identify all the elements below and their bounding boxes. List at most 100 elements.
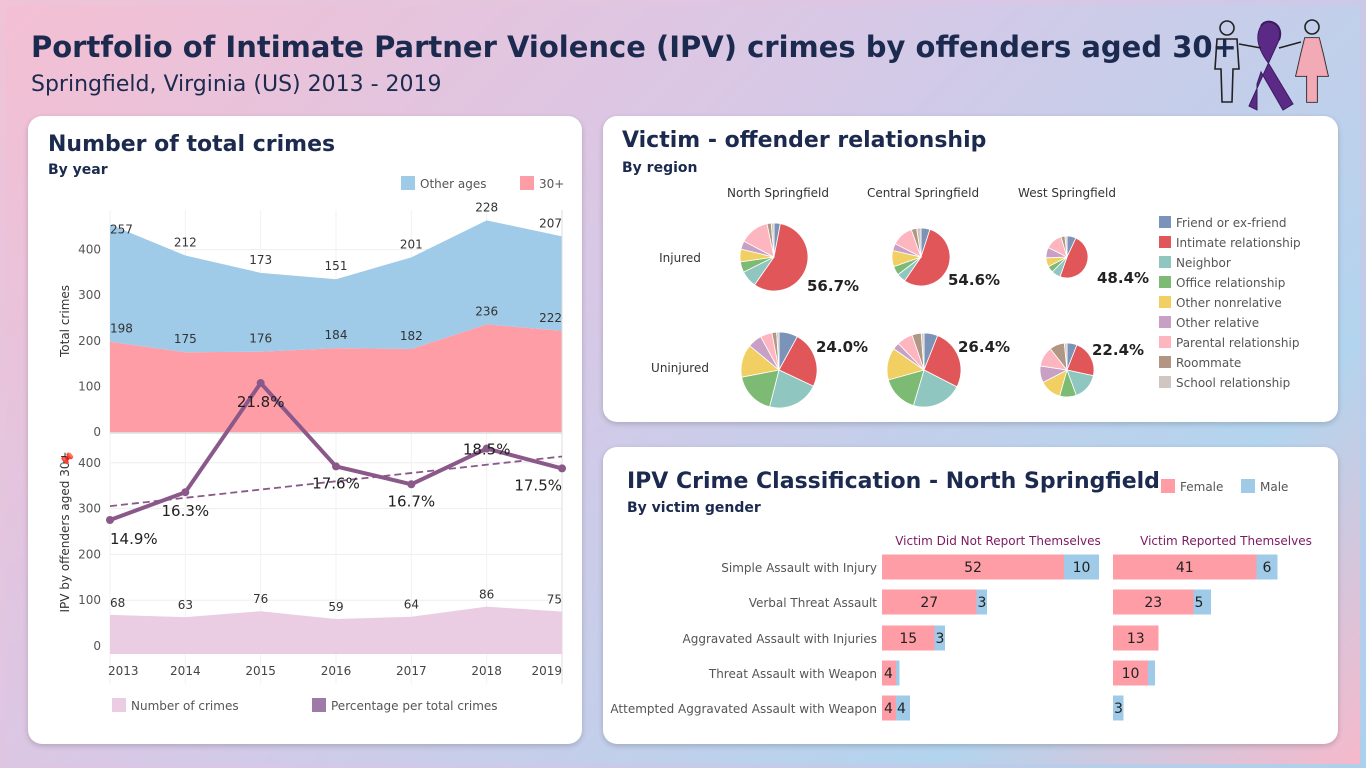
bar-label-male: 3 xyxy=(1114,701,1123,717)
pie-slice xyxy=(776,331,780,371)
legend-label: School relationship xyxy=(1176,376,1290,390)
row-header: Injured xyxy=(659,251,701,265)
data-label-other-ages: 173 xyxy=(249,253,272,267)
y-axis-title-total: Total crimes xyxy=(58,285,72,358)
ipv-awareness-ribbon-icon xyxy=(1214,19,1330,111)
data-label-other-ages: 151 xyxy=(325,259,348,273)
legend-label: Male xyxy=(1260,480,1288,494)
legend-swatch-other-ages xyxy=(401,176,415,190)
bar-label-female: 13 xyxy=(1127,631,1145,647)
data-label-number-of-crimes: 76 xyxy=(253,592,268,606)
data-label-30plus: 182 xyxy=(400,329,423,343)
bar-label-female: 4 xyxy=(884,666,893,682)
x-tick-label: 2018 xyxy=(471,664,502,678)
legend-label: Friend or ex-friend xyxy=(1176,216,1287,230)
total-crimes-subtitle: By year xyxy=(48,162,108,178)
bar-female xyxy=(1113,625,1159,651)
y-tick-label: 300 xyxy=(78,502,101,516)
column-header: Victim Reported Themselves xyxy=(1140,534,1312,548)
y-tick-label: 100 xyxy=(78,379,101,393)
data-label-other-ages: 207 xyxy=(539,216,562,230)
pie-slice xyxy=(778,336,818,387)
relationship-panel: Victim - offender relationship By region… xyxy=(603,116,1338,422)
data-label-30plus: 198 xyxy=(110,322,133,336)
pie-slice xyxy=(769,369,814,409)
bar-label-female: 15 xyxy=(899,631,917,647)
data-label-30plus: 184 xyxy=(325,328,348,342)
data-label-number-of-crimes: 75 xyxy=(547,593,562,607)
classification-subtitle: By victim gender xyxy=(627,500,761,516)
bar-label-male: 6 xyxy=(1263,560,1272,576)
pie-slice xyxy=(912,369,958,408)
region-header: West Springfield xyxy=(1018,186,1116,200)
data-label-30plus: 175 xyxy=(174,332,197,346)
category-label: Aggravated Assault with Injuries xyxy=(683,632,878,646)
bar-label-male: 5 xyxy=(1195,595,1204,611)
legend-swatch-male xyxy=(1241,479,1255,493)
pie-slice xyxy=(920,332,925,371)
pie-slice xyxy=(923,335,962,388)
x-tick-label: 2016 xyxy=(321,664,352,678)
legend-label: Female xyxy=(1180,480,1223,494)
y-tick-label: 400 xyxy=(78,456,101,470)
point-percentage xyxy=(482,444,491,453)
legend-swatch xyxy=(1159,236,1171,248)
pin-icon: 📌 xyxy=(58,451,74,468)
data-label-other-ages: 228 xyxy=(475,200,498,214)
legend-swatch xyxy=(1159,316,1171,328)
bar-male xyxy=(934,625,945,651)
data-label-percentage: 16.3% xyxy=(162,502,210,520)
point-percentage xyxy=(332,462,340,471)
data-label-number-of-crimes: 64 xyxy=(404,598,419,612)
legend-swatch xyxy=(1159,276,1171,288)
bar-male xyxy=(1193,589,1211,615)
column-header: Victim Did Not Report Themselves xyxy=(895,534,1101,548)
bar-male xyxy=(1064,554,1099,580)
y-tick-label: 300 xyxy=(78,288,101,302)
category-label: Threat Assault with Weapon xyxy=(708,667,877,681)
data-label-percentage: 21.8% xyxy=(237,393,285,411)
pie-label: 54.6% xyxy=(948,271,1000,289)
bar-male xyxy=(1113,695,1124,721)
data-label-30plus: 222 xyxy=(539,311,562,325)
total-crimes-panel: Number of total crimes By year Other age… xyxy=(28,116,582,744)
bar-female xyxy=(882,589,977,615)
legend-swatch xyxy=(1159,356,1171,368)
data-label-number-of-crimes: 59 xyxy=(328,600,343,614)
bar-female xyxy=(1113,589,1194,615)
legend-label: Percentage per total crimes xyxy=(331,699,498,713)
pie-label: 48.4% xyxy=(1097,269,1149,287)
bar-label-male: 3 xyxy=(936,631,945,647)
legend-label: Roommate xyxy=(1176,356,1241,370)
data-label-other-ages: 257 xyxy=(110,223,133,237)
data-label-number-of-crimes: 63 xyxy=(178,598,193,612)
relationship-chart: North Springfield Central Springfield West… xyxy=(651,186,1301,409)
pie-label: 22.4% xyxy=(1092,341,1144,359)
data-label-percentage: 14.9% xyxy=(110,530,158,548)
classification-panel: IPV Crime Classification - North Springf… xyxy=(603,447,1338,744)
page-subtitle: Springfield, Virginia (US) 2013 - 2019 xyxy=(31,72,442,97)
category-label: Verbal Threat Assault xyxy=(749,596,878,610)
y-tick-label: 200 xyxy=(78,547,101,561)
y-axis-title-ipv: IPV by offenders aged 30+ xyxy=(58,451,72,612)
bar-female xyxy=(882,625,935,651)
bar-male xyxy=(976,589,987,615)
bar-label-female: 23 xyxy=(1144,595,1162,611)
area-30plus xyxy=(110,324,562,432)
legend-label: Office relationship xyxy=(1176,276,1285,290)
bar-female xyxy=(1113,554,1257,580)
y-tick-label: 0 xyxy=(93,425,101,439)
bar-male xyxy=(896,695,910,721)
x-tick-label: 2019 xyxy=(531,664,562,678)
x-tick-label: 2015 xyxy=(245,664,276,678)
area-number-of-crimes xyxy=(110,606,562,654)
bar-male xyxy=(1148,660,1155,686)
legend-label: Other nonrelative xyxy=(1176,296,1282,310)
pie-slice xyxy=(916,227,922,258)
pie-slice xyxy=(770,222,775,258)
bar-label-male: 10 xyxy=(1073,560,1091,576)
pie-slice xyxy=(1066,344,1095,377)
data-label-percentage: 16.7% xyxy=(388,492,436,510)
pie-label: 56.7% xyxy=(807,277,859,295)
x-tick-label: 2014 xyxy=(170,664,201,678)
